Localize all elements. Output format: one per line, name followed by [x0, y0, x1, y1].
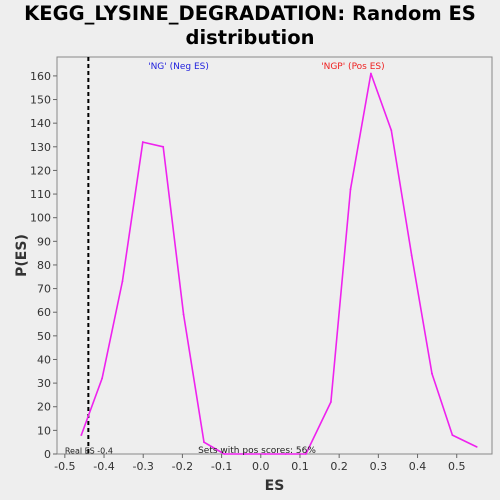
x-tick-label: -0.4	[93, 460, 114, 473]
y-tick-label: 150	[30, 94, 51, 107]
sets-pos-annotation: Sets with pos scores: 56%	[198, 446, 316, 456]
data-point	[304, 453, 307, 455]
y-tick-label: 90	[37, 235, 51, 248]
x-tick-label: -0.5	[54, 460, 75, 473]
y-tick-label: 70	[37, 283, 51, 296]
data-point	[182, 313, 185, 316]
data-point	[264, 453, 266, 455]
data-point	[349, 188, 352, 191]
x-tick-label: 0.3	[370, 460, 388, 473]
data-point	[330, 401, 332, 403]
data-point	[223, 453, 226, 455]
real-es-annotation: Real ES -0.4	[65, 447, 113, 456]
y-tick-label: 120	[30, 164, 51, 177]
y-tick-label: 0	[44, 448, 51, 461]
chart-title-line2: distribution	[185, 26, 315, 49]
y-tick-label: 40	[37, 353, 51, 366]
x-tick-label: 0.2	[330, 460, 348, 473]
x-tick-label: -0.3	[132, 460, 153, 473]
x-tick-label: 0.0	[252, 460, 270, 473]
y-tick-label: 60	[37, 306, 51, 319]
data-point	[475, 446, 478, 448]
x-tick-label: -0.1	[211, 460, 232, 473]
data-point	[162, 145, 165, 148]
data-point	[410, 254, 413, 257]
neg-es-annotation: 'NG' (Neg ES)	[148, 62, 209, 72]
data-point	[390, 129, 393, 132]
x-tick-label: 0.1	[291, 460, 309, 473]
y-tick-label: 30	[37, 377, 51, 390]
chart-title: KEGG_LYSINE_DEGRADATION: Random ES distr…	[0, 2, 500, 50]
series-layer	[80, 72, 478, 455]
plot-area	[56, 56, 493, 455]
y-axis-label: P(ES)	[14, 234, 30, 277]
es-distribution-line	[80, 72, 478, 455]
x-tick-label: 0.5	[448, 460, 466, 473]
data-point	[243, 453, 246, 455]
chart-title-line1: KEGG_LYSINE_DEGRADATION: Random ES	[24, 2, 476, 25]
data-point	[101, 377, 103, 380]
y-axis-ticks: 0 10 20 30 40 50 60 70 80 90 100 110 120 130 140 150 160	[30, 70, 57, 461]
y-tick-label: 140	[30, 117, 51, 130]
x-tick-label: 0.4	[409, 460, 427, 473]
data-point	[141, 141, 144, 143]
data-point	[431, 372, 433, 375]
data-point	[370, 72, 372, 75]
x-axis-label: ES	[265, 478, 285, 494]
data-point	[203, 441, 205, 444]
x-axis-ticks: -0.5 -0.4 -0.3 -0.2 -0.1 0.0 0.1 0.2 0.3 0.4 0.5	[54, 454, 465, 473]
y-tick-label: 20	[37, 401, 51, 414]
pos-es-annotation: 'NGP' (Pos ES)	[321, 62, 385, 72]
x-tick-label: -0.2	[172, 460, 193, 473]
y-tick-label: 160	[30, 70, 51, 83]
data-point	[121, 280, 124, 283]
y-tick-label: 50	[37, 330, 51, 343]
y-tick-label: 100	[30, 212, 51, 225]
y-tick-label: 130	[30, 141, 51, 154]
data-point	[80, 434, 83, 436]
data-point	[284, 453, 287, 455]
data-point	[451, 434, 454, 436]
y-tick-label: 110	[30, 188, 51, 201]
y-tick-label: 10	[37, 424, 51, 437]
y-tick-label: 80	[37, 259, 51, 272]
